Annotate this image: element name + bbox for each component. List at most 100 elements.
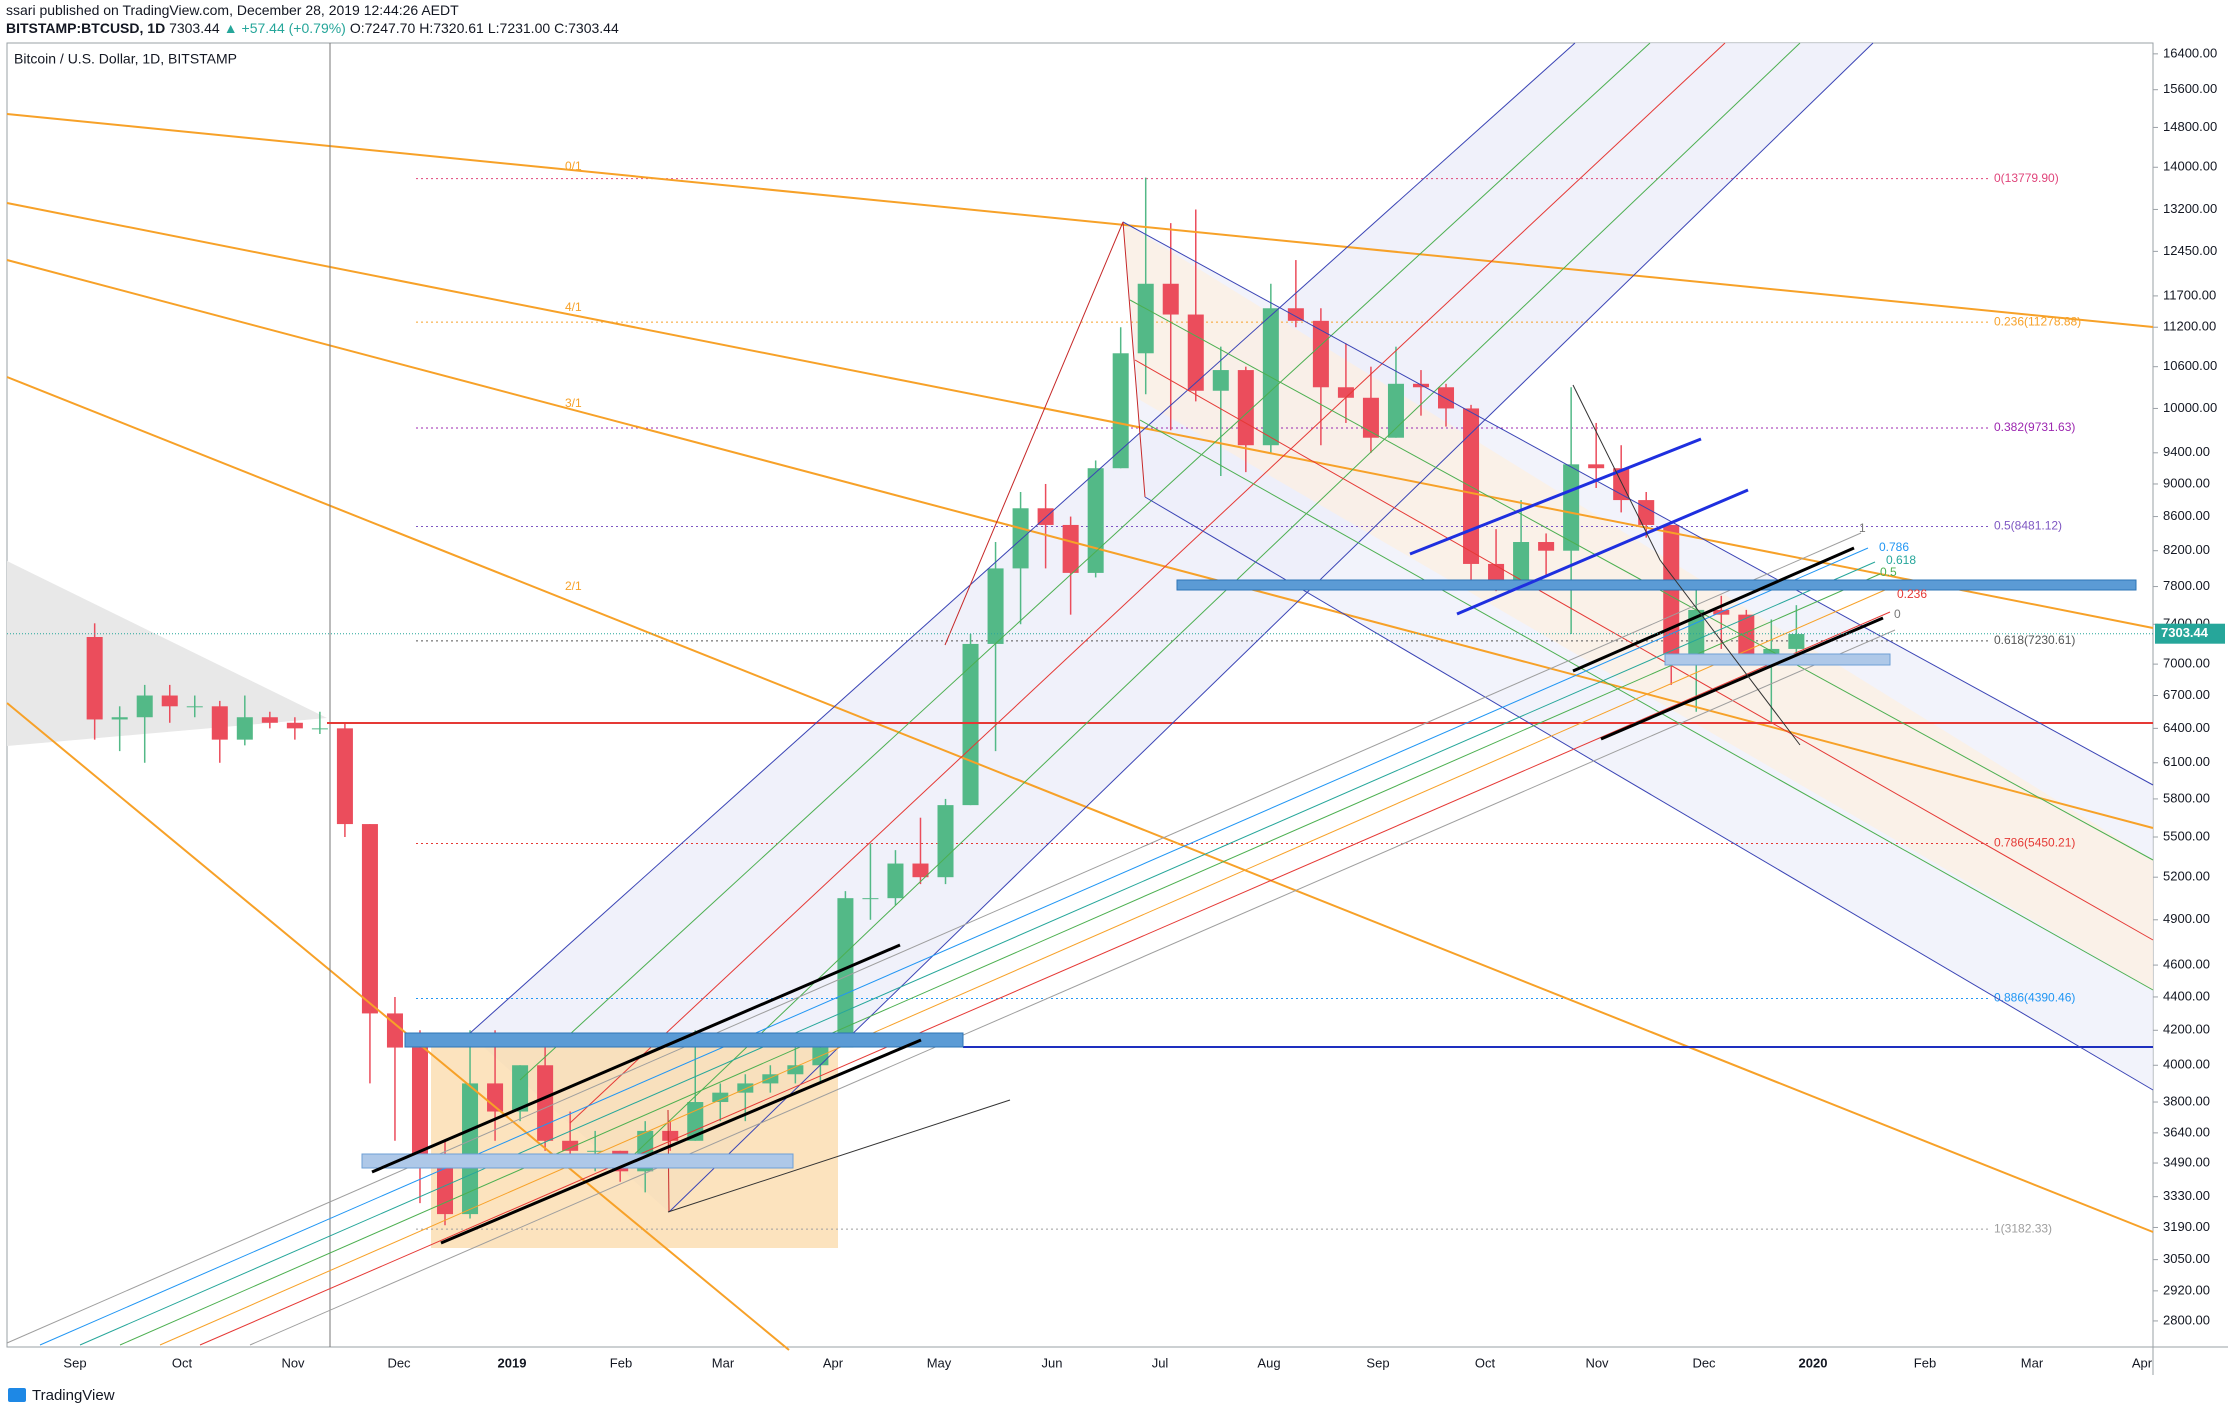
candle-body bbox=[211, 706, 228, 740]
candle-body bbox=[1187, 314, 1204, 391]
fan-line bbox=[6, 113, 2154, 328]
trend-line bbox=[1572, 384, 1801, 746]
candle-body bbox=[1062, 524, 1079, 573]
arrow: ▲ bbox=[223, 20, 238, 36]
y-tick-label: 3330.00 bbox=[2163, 1188, 2210, 1203]
ohlc-value: 7320.61 bbox=[433, 20, 484, 36]
annotation: 0.786 bbox=[1879, 540, 1909, 554]
annotation: 0.236 bbox=[1897, 587, 1927, 601]
fan-line bbox=[6, 202, 2154, 629]
channel-line bbox=[440, 1038, 922, 1245]
fan-line bbox=[39, 547, 1869, 1346]
candle-body bbox=[1387, 383, 1404, 438]
trend-line bbox=[667, 1099, 1011, 1213]
candle-body bbox=[1162, 283, 1179, 315]
candle-body bbox=[962, 643, 979, 806]
x-tick-label: Aug bbox=[1257, 1355, 1280, 1370]
candle-body bbox=[1287, 308, 1304, 321]
ohlc-label: L: bbox=[487, 20, 500, 36]
y-tick-label: 4600.00 bbox=[2163, 957, 2210, 972]
x-tick-label: Feb bbox=[1914, 1355, 1936, 1370]
y-tick-label: 13200.00 bbox=[2163, 201, 2217, 216]
fan-line bbox=[119, 573, 1881, 1346]
y-tick-label: 3490.00 bbox=[2163, 1154, 2210, 1169]
candle-body bbox=[1412, 383, 1429, 388]
fan-line bbox=[6, 259, 2154, 829]
y-tick-label: 2920.00 bbox=[2163, 1282, 2210, 1297]
y-tick-label: 5800.00 bbox=[2163, 790, 2210, 805]
ohlc-label: H: bbox=[419, 20, 434, 36]
x-tick-label: Oct bbox=[1475, 1355, 1496, 1370]
candle-body bbox=[311, 728, 328, 730]
y-tick-label: 2800.00 bbox=[2163, 1312, 2210, 1327]
candle-body bbox=[562, 1140, 579, 1151]
publisher: ssari published on TradingView.com, Dece… bbox=[6, 2, 459, 18]
candle-body bbox=[336, 728, 353, 825]
x-tick-label: Feb bbox=[610, 1355, 632, 1370]
fork-handle bbox=[944, 221, 1146, 646]
y-tick-label: 4900.00 bbox=[2163, 911, 2210, 926]
y-tick-label: 4400.00 bbox=[2163, 988, 2210, 1003]
y-tick-label: 8200.00 bbox=[2163, 542, 2210, 557]
x-tick-label: Dec bbox=[387, 1355, 411, 1370]
candle-body bbox=[186, 706, 203, 708]
y-tick-label: 5500.00 bbox=[2163, 828, 2210, 843]
y-tick-label: 3800.00 bbox=[2163, 1093, 2210, 1108]
candle-body bbox=[837, 898, 854, 1048]
candle-body bbox=[862, 898, 879, 900]
fork-line bbox=[1144, 496, 2154, 1091]
y-tick-label: 10000.00 bbox=[2163, 400, 2217, 415]
last: 7303.44 bbox=[169, 20, 220, 36]
y-tick-label: 4200.00 bbox=[2163, 1022, 2210, 1037]
y-tick-label: 9400.00 bbox=[2163, 444, 2210, 459]
candle-body bbox=[86, 636, 103, 720]
candle-body bbox=[111, 717, 128, 720]
axes: Bitcoin / U.S. Dollar, 1D, BITSTAMP 16400… bbox=[14, 45, 2225, 1370]
candle-body bbox=[1738, 614, 1755, 654]
y-tick-label: 7000.00 bbox=[2163, 656, 2210, 671]
drawings-under bbox=[7, 43, 2153, 1248]
y-tick-label: 9000.00 bbox=[2163, 475, 2210, 490]
y-tick-label: 3640.00 bbox=[2163, 1124, 2210, 1139]
brand: TradingView bbox=[32, 1387, 115, 1404]
y-tick-label: 10600.00 bbox=[2163, 358, 2217, 373]
fan-line bbox=[6, 702, 790, 1351]
x-tick-label: Dec bbox=[1692, 1355, 1716, 1370]
candle-body bbox=[361, 824, 378, 1014]
x-tick-label: Nov bbox=[1585, 1355, 1609, 1370]
candle-body bbox=[937, 805, 954, 878]
fib-label: 0.786(5450.21) bbox=[1994, 836, 2075, 850]
fan-line bbox=[199, 611, 1891, 1346]
fib-label: 0(13779.90) bbox=[1994, 171, 2059, 185]
ohlc-value: 7231.00 bbox=[499, 20, 551, 36]
annotation: 2/1 bbox=[565, 579, 582, 593]
zone-box bbox=[1664, 653, 1891, 666]
fan-line bbox=[6, 532, 1862, 1344]
candle-body bbox=[1588, 464, 1605, 469]
y-tick-label: 14800.00 bbox=[2163, 119, 2217, 134]
y-tick-label: 11200.00 bbox=[2163, 319, 2216, 334]
fib-label: 0.5(8481.12) bbox=[1994, 519, 2062, 533]
fib-label: 0.886(4390.46) bbox=[1994, 991, 2075, 1005]
candle-body bbox=[1312, 320, 1329, 388]
fork-line bbox=[1134, 359, 2154, 941]
last-price-box bbox=[2155, 623, 2225, 644]
ohlc-label: C: bbox=[554, 20, 569, 36]
publisher-line: ssari published on TradingView.com, Dece… bbox=[6, 2, 463, 18]
candle-body bbox=[762, 1074, 779, 1084]
y-tick-label: 3190.00 bbox=[2163, 1219, 2210, 1234]
x-tick-label: May bbox=[927, 1355, 952, 1370]
fib-label: 0.618(7230.61) bbox=[1994, 633, 2075, 647]
y-tick-label: 6700.00 bbox=[2163, 687, 2210, 702]
y-tick-label: 3050.00 bbox=[2163, 1251, 2210, 1266]
candle-body bbox=[1538, 542, 1555, 551]
annotation: 0/1 bbox=[565, 159, 582, 173]
zone-box bbox=[361, 1153, 794, 1169]
candle-body bbox=[687, 1102, 704, 1141]
x-tick-label: Sep bbox=[1366, 1355, 1389, 1370]
candle-body bbox=[136, 695, 153, 718]
candle-body bbox=[1788, 634, 1805, 649]
x-tick-label: Mar bbox=[2021, 1355, 2044, 1370]
